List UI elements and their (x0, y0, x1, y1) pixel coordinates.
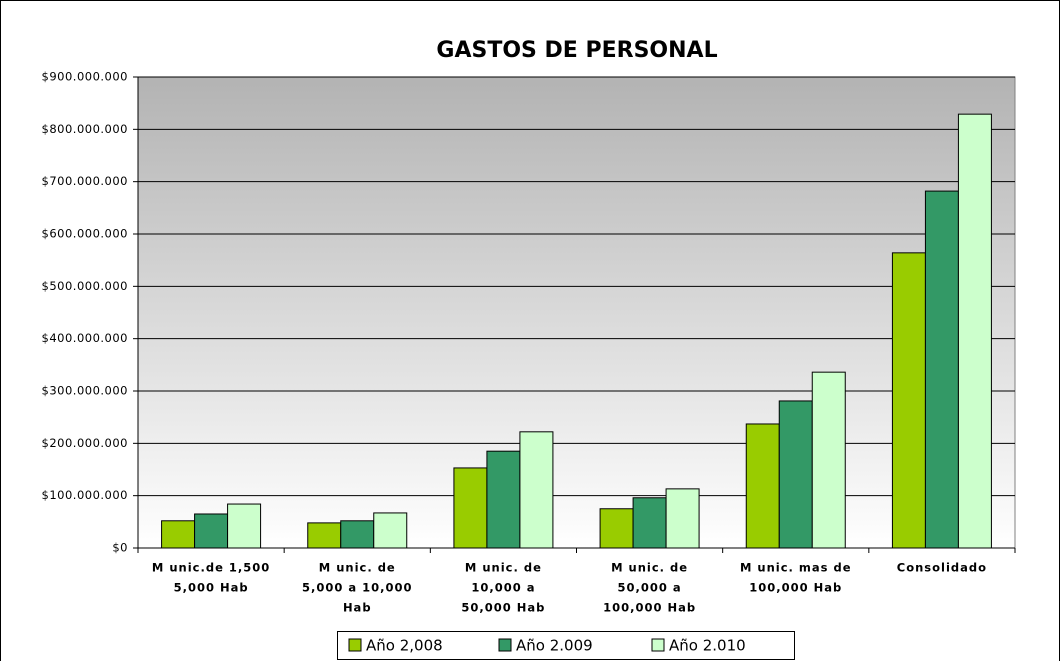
bar (161, 520, 196, 549)
y-tick-label: $800.000.000 (42, 122, 128, 136)
bar (227, 503, 262, 549)
x-tick-label: 50,000 a (618, 581, 682, 595)
y-tick-label: $400.000.000 (42, 331, 128, 345)
y-tick-label: $300.000.000 (42, 384, 128, 398)
bar (665, 488, 700, 549)
bar (373, 512, 408, 549)
y-tick-label: $700.000.000 (42, 174, 128, 188)
bar (194, 513, 229, 549)
x-tick-label: M unic.de 1,500 (152, 561, 270, 575)
y-tick-label: $0 (112, 541, 128, 555)
x-tick-label: 10,000 a (471, 581, 535, 595)
x-tick-label: 50,000 Hab (461, 601, 545, 615)
y-tick-label: $500.000.000 (42, 279, 128, 293)
x-tick-label: 100,000 Hab (603, 601, 696, 615)
bar (924, 190, 959, 549)
bar (891, 252, 926, 549)
legend-swatch (498, 638, 512, 652)
bar (811, 371, 846, 549)
x-tick-label: M unic. de (611, 561, 688, 575)
x-tick-label: Consolidado (897, 561, 987, 575)
x-tick-label: 5,000 Hab (174, 581, 249, 595)
bar (453, 467, 488, 549)
plot-area (137, 76, 1016, 549)
bar (957, 113, 992, 549)
x-tick-label: 100,000 Hab (749, 581, 842, 595)
bar (307, 522, 342, 549)
chart-title: GASTOS DE PERSONAL (436, 38, 717, 63)
bar (340, 520, 375, 549)
x-tick-label: M unic. mas de (740, 561, 852, 575)
y-tick-label: $600.000.000 (42, 227, 128, 241)
x-tick-label: Hab (343, 601, 372, 615)
legend-label: Año 2,008 (366, 637, 443, 655)
bar (632, 497, 667, 549)
bar (519, 431, 554, 549)
x-tick-label: M unic. de (465, 561, 542, 575)
y-tick-label: $200.000.000 (42, 436, 128, 450)
legend-label: Año 2.009 (516, 637, 593, 655)
y-tick-label: $100.000.000 (42, 488, 128, 502)
legend-label: Año 2.010 (669, 637, 746, 655)
legend (337, 631, 795, 660)
bar (745, 423, 780, 549)
bar (599, 508, 634, 549)
x-tick-label: 5,000 a 10,000 (302, 581, 413, 595)
x-tick-label: M unic. de (319, 561, 396, 575)
bar (778, 400, 813, 549)
y-tick-label: $900.000.000 (42, 70, 128, 84)
legend-swatch (348, 638, 362, 652)
bar (486, 450, 521, 549)
legend-swatch (651, 638, 665, 652)
